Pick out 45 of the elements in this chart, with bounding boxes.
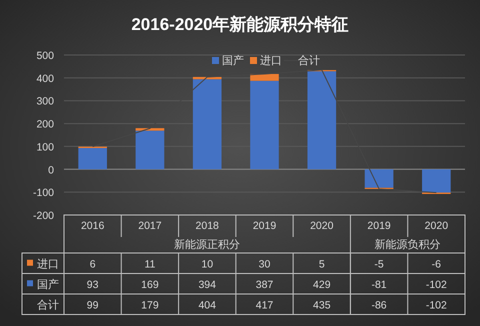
data-label: -102 [426,299,448,312]
text: 国产 [37,278,59,291]
legend-label: 进口 [260,54,282,67]
x-tick-label: 2018 [196,220,220,232]
x-tick-label: 2020 [310,220,334,232]
data-label: 6 [90,258,96,270]
text: 新能源负积分 [374,238,441,251]
data-label: 417 [256,299,274,312]
y-tick-label: 0 [48,164,54,176]
data-label: -86 [371,299,387,312]
x-tick-label: 2020 [424,220,448,232]
data-label: 394 [198,278,216,291]
x-tick-label: 2016 [80,220,104,232]
legend-label: 合计 [298,54,320,67]
data-label: 11 [144,258,156,270]
data-label: 93 [86,278,99,291]
data-label: 5 [318,258,325,270]
data-label: 179 [141,299,159,312]
data-label: -81 [371,278,387,291]
data-label: 30 [258,258,270,270]
data-label: 435 [313,299,331,312]
data-label: 99 [86,299,99,312]
y-tick-label: 200 [36,118,54,131]
legend-label: 国产 [222,54,244,67]
text: 进口 [37,258,59,270]
x-tick-label: 2017 [138,220,162,232]
y-tick-label: -100 [32,187,54,200]
data-label: 429 [313,278,331,291]
x-tick-label: 2019 [252,220,276,232]
data-label: -6 [432,258,442,270]
y-tick-label: 300 [36,96,54,108]
y-tick-label: -200 [32,210,54,222]
data-label: 404 [198,299,216,312]
text: 新能源正积分 [174,238,240,251]
chart-title: 2016-2020年新能源积分特征 [131,15,349,34]
data-label: -102 [426,278,448,291]
y-tick-label: 500 [36,50,54,62]
text: 合计 [37,299,59,312]
data-label: 169 [141,278,159,291]
x-tick-label: 2019 [367,220,391,232]
y-tick-label: 400 [36,72,54,85]
data-label: 10 [201,258,214,270]
data-label: -5 [374,258,384,270]
data-label: 387 [256,278,274,291]
y-tick-label: 100 [36,141,54,154]
